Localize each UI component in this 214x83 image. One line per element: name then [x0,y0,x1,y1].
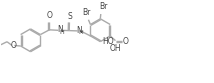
Text: N: N [57,25,63,34]
Text: S: S [67,12,72,21]
Text: H: H [59,30,64,35]
Text: Br: Br [100,2,108,11]
Text: N: N [76,26,82,35]
Text: H: H [78,30,83,35]
Text: Br: Br [83,8,91,17]
Text: OH: OH [110,44,121,53]
Text: O: O [46,11,52,20]
Text: HO: HO [102,37,113,46]
Text: O: O [122,37,128,46]
Text: O: O [10,41,16,50]
